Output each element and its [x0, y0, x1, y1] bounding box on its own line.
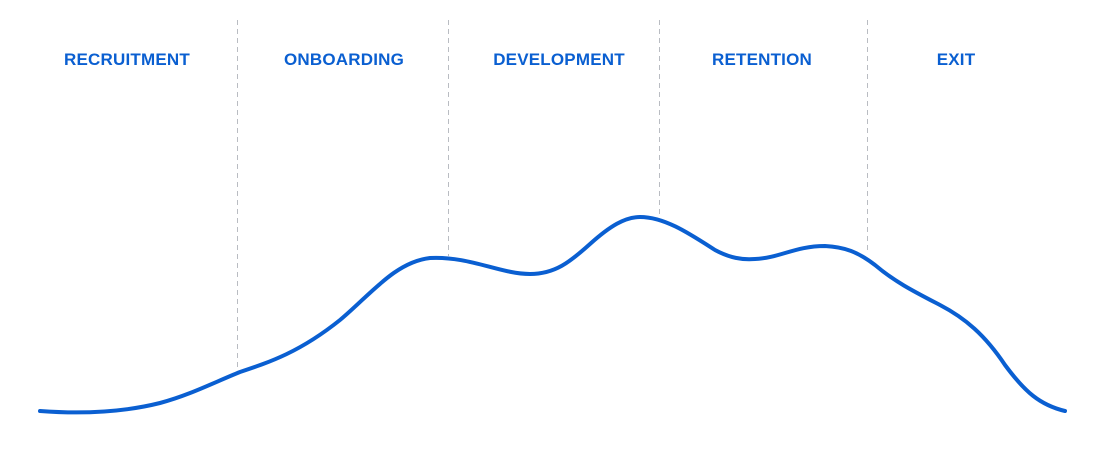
stage-label-retention: RETENTION — [712, 50, 812, 69]
stage-label-recruitment: RECRUITMENT — [64, 50, 190, 69]
stage-label-development: DEVELOPMENT — [493, 50, 625, 69]
lifecycle-curve — [38, 215, 1067, 415]
stage-label-exit: EXIT — [937, 50, 976, 69]
stage-label-onboarding: ONBOARDING — [284, 50, 404, 69]
